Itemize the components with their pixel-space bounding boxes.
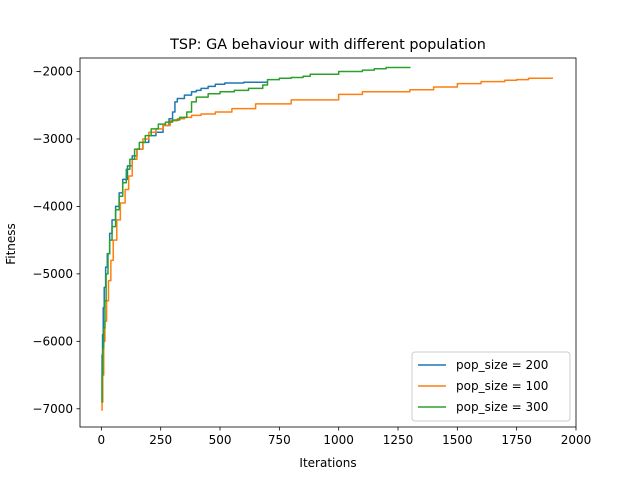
- x-tick-label: 0: [98, 433, 106, 447]
- y-axis: −7000 −6000 −5000 −4000 −3000 −2000: [32, 64, 80, 416]
- legend-label: pop_size = 100: [456, 379, 548, 393]
- x-axis: 0 250 500 750 1000 1250 1500 1750 2000: [98, 427, 592, 447]
- y-tick-label: −6000: [32, 334, 73, 348]
- x-tick-label: 500: [209, 433, 232, 447]
- series-line-0: [101, 81, 269, 403]
- x-tick-label: 1750: [501, 433, 532, 447]
- plot-frame: [79, 57, 577, 428]
- legend-box: [411, 351, 571, 422]
- series-line-1: [101, 77, 554, 411]
- x-tick-label: 2000: [561, 433, 592, 447]
- legend-label: pop_size = 300: [456, 400, 548, 414]
- y-axis-title: Fitness: [4, 223, 18, 265]
- x-tick-label: 750: [268, 433, 291, 447]
- y-tick-label: −7000: [32, 402, 73, 416]
- x-tick-label: 1500: [442, 433, 473, 447]
- x-tick-label: 250: [149, 433, 172, 447]
- series-line-2: [101, 66, 411, 403]
- chart-title: TSP: GA behaviour with different populat…: [169, 37, 486, 53]
- legend: pop_size = 200 pop_size = 100 pop_size = 3…: [411, 351, 571, 422]
- y-tick-label: −5000: [32, 267, 73, 281]
- y-tick-label: −3000: [32, 132, 73, 146]
- x-tick-label: 1250: [383, 433, 414, 447]
- y-tick-label: −4000: [32, 199, 73, 213]
- x-axis-title: Iterations: [299, 456, 356, 470]
- legend-label: pop_size = 200: [456, 358, 548, 372]
- x-tick-label: 1000: [323, 433, 354, 447]
- y-tick-label: −2000: [32, 64, 73, 78]
- plot-area: [79, 57, 577, 428]
